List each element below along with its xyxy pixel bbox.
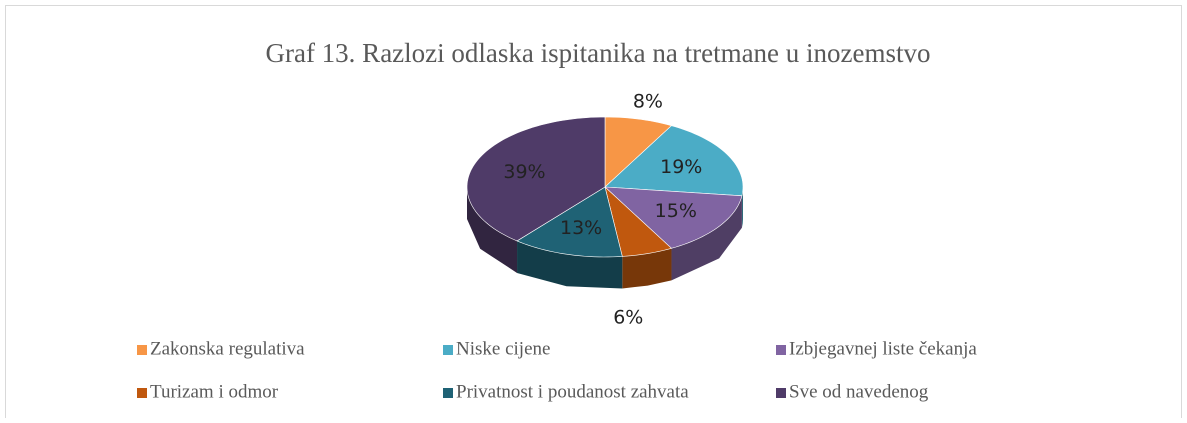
pie-slice	[604, 186, 673, 257]
legend-label: Niske cijene	[456, 338, 550, 359]
pie-side	[671, 195, 742, 281]
data-label: 13%	[560, 217, 602, 239]
data-label: 19%	[660, 156, 702, 178]
legend-swatch	[443, 345, 453, 355]
data-label: 15%	[655, 200, 697, 222]
chart-title: Graf 13. Razlozi odlaska ispitanika na t…	[265, 38, 930, 68]
pie-side	[467, 187, 518, 273]
legend-label: Izbjegavnej liste čekanja	[789, 338, 977, 359]
pie-side	[622, 248, 672, 289]
legend-swatch	[137, 345, 147, 355]
legend-swatch	[776, 345, 786, 355]
legend-swatch	[443, 388, 453, 398]
pie-slice	[516, 186, 623, 258]
legend-label: Turizam i odmor	[150, 381, 279, 402]
pie-slice	[604, 116, 673, 188]
legend-label: Zakonska regulativa	[150, 338, 305, 359]
legend-swatch	[776, 388, 786, 398]
pie-slice	[604, 186, 743, 249]
legend-swatch	[137, 388, 147, 398]
data-label: 39%	[503, 161, 545, 183]
data-label: 8%	[633, 91, 663, 113]
legend-label: Sve od navedenog	[789, 381, 929, 402]
legend-label: Privatnost i poudanost zahvata	[456, 381, 689, 402]
pie-slice	[604, 125, 744, 197]
pie-slice	[466, 116, 606, 242]
pie-side	[517, 240, 623, 289]
pie-side	[741, 187, 743, 228]
data-label: 6%	[613, 307, 643, 329]
